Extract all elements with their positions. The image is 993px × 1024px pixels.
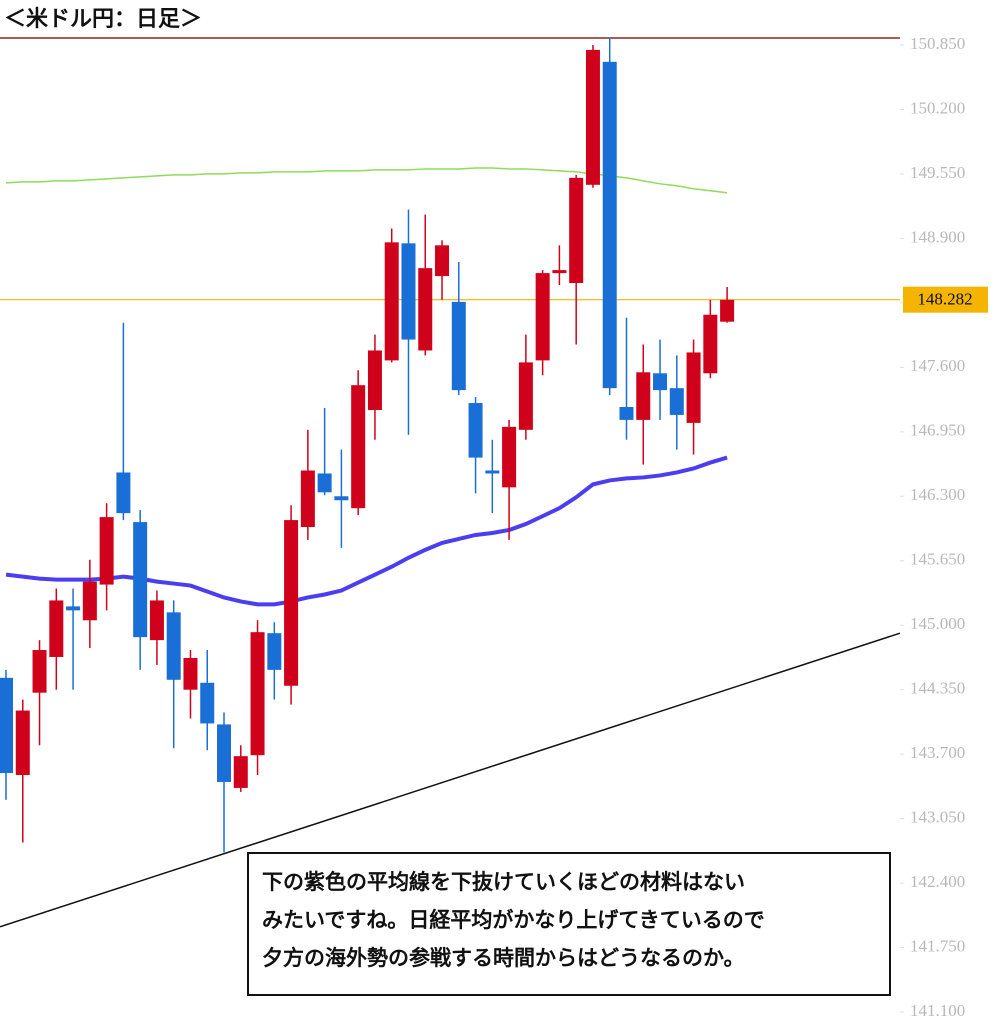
candle-body: [99, 517, 114, 585]
annotation-line: 夕方の海外勢の参戦する時間からはどうなるのか。: [262, 946, 745, 970]
candle-body: [669, 388, 684, 415]
candle-body: [418, 268, 433, 351]
candle-body: [585, 49, 600, 185]
y-tick-label: 141.100: [910, 1001, 965, 1020]
annotation-line: みたいですね。日経平均がかなり上げてきているので: [262, 908, 765, 932]
price-label-box: [903, 286, 988, 313]
y-tick-label: 150.850: [910, 34, 965, 53]
candle-body: [518, 362, 533, 430]
y-tick-label: 142.400: [910, 872, 965, 891]
annotation-box: [247, 852, 891, 996]
candle-body: [502, 426, 517, 488]
candle-body: [451, 301, 466, 391]
y-tick-label: 146.950: [910, 421, 965, 440]
candle-body: [284, 520, 299, 686]
candle-body: [686, 352, 701, 423]
candle-body: [334, 496, 349, 501]
candle-body: [233, 756, 248, 788]
candle-body: [351, 385, 366, 509]
candle-body: [32, 650, 47, 693]
chart-title: ＜米ドル円：日足＞: [4, 7, 202, 32]
candle-body: [49, 600, 64, 657]
candle-body: [166, 612, 181, 680]
candle-body: [619, 407, 634, 420]
candle-body: [703, 314, 718, 374]
candle-body: [552, 270, 567, 274]
candle-body: [267, 633, 282, 670]
candle-body: [15, 710, 30, 776]
moving-average: [5, 455, 728, 607]
annotation-line: 下の紫色の平均線を下抜けていくほどの材料はない: [262, 870, 745, 894]
candle-body: [0, 677, 13, 774]
candle-body: [468, 403, 483, 458]
candle-body: [217, 724, 232, 782]
candle-body: [317, 473, 332, 493]
candle-body: [367, 350, 382, 410]
candle-body: [569, 177, 584, 284]
candle-body: [535, 273, 550, 361]
y-tick-label: 148.900: [910, 227, 965, 246]
price-label: 148.282: [917, 290, 972, 309]
y-tick-label: 145.000: [910, 614, 965, 633]
candle-body: [183, 657, 198, 690]
trendline: [0, 632, 901, 928]
y-tick-label: 143.700: [910, 743, 965, 762]
candle-body: [653, 373, 668, 391]
candle-body: [485, 470, 500, 474]
candle-body: [435, 245, 450, 277]
candle-body: [602, 61, 617, 389]
y-tick-label: 143.050: [910, 808, 965, 827]
candle-body: [384, 242, 399, 361]
y-tick-label: 147.600: [910, 356, 965, 375]
y-tick-label: 141.750: [910, 937, 965, 956]
plot: 150.850150.200149.550148.900148.250147.6…: [0, 34, 988, 1020]
candle-body: [720, 299, 735, 322]
y-tick-label: 149.550: [910, 163, 965, 182]
y-tick-label: 144.350: [910, 679, 965, 698]
y-tick-label: 145.650: [910, 550, 965, 569]
candle-body: [149, 600, 164, 641]
candle-body: [66, 606, 81, 611]
y-tick-label: 146.300: [910, 485, 965, 504]
candle-body: [250, 632, 265, 756]
candle-body: [82, 581, 97, 621]
y-tick-label: 150.200: [910, 98, 965, 117]
candle-body: [200, 682, 215, 724]
candle-body: [133, 522, 148, 638]
moving-average: [5, 167, 728, 194]
candle-body: [636, 372, 651, 420]
candle-body: [116, 472, 131, 514]
candle-body: [401, 243, 416, 340]
candle-body: [300, 470, 315, 528]
